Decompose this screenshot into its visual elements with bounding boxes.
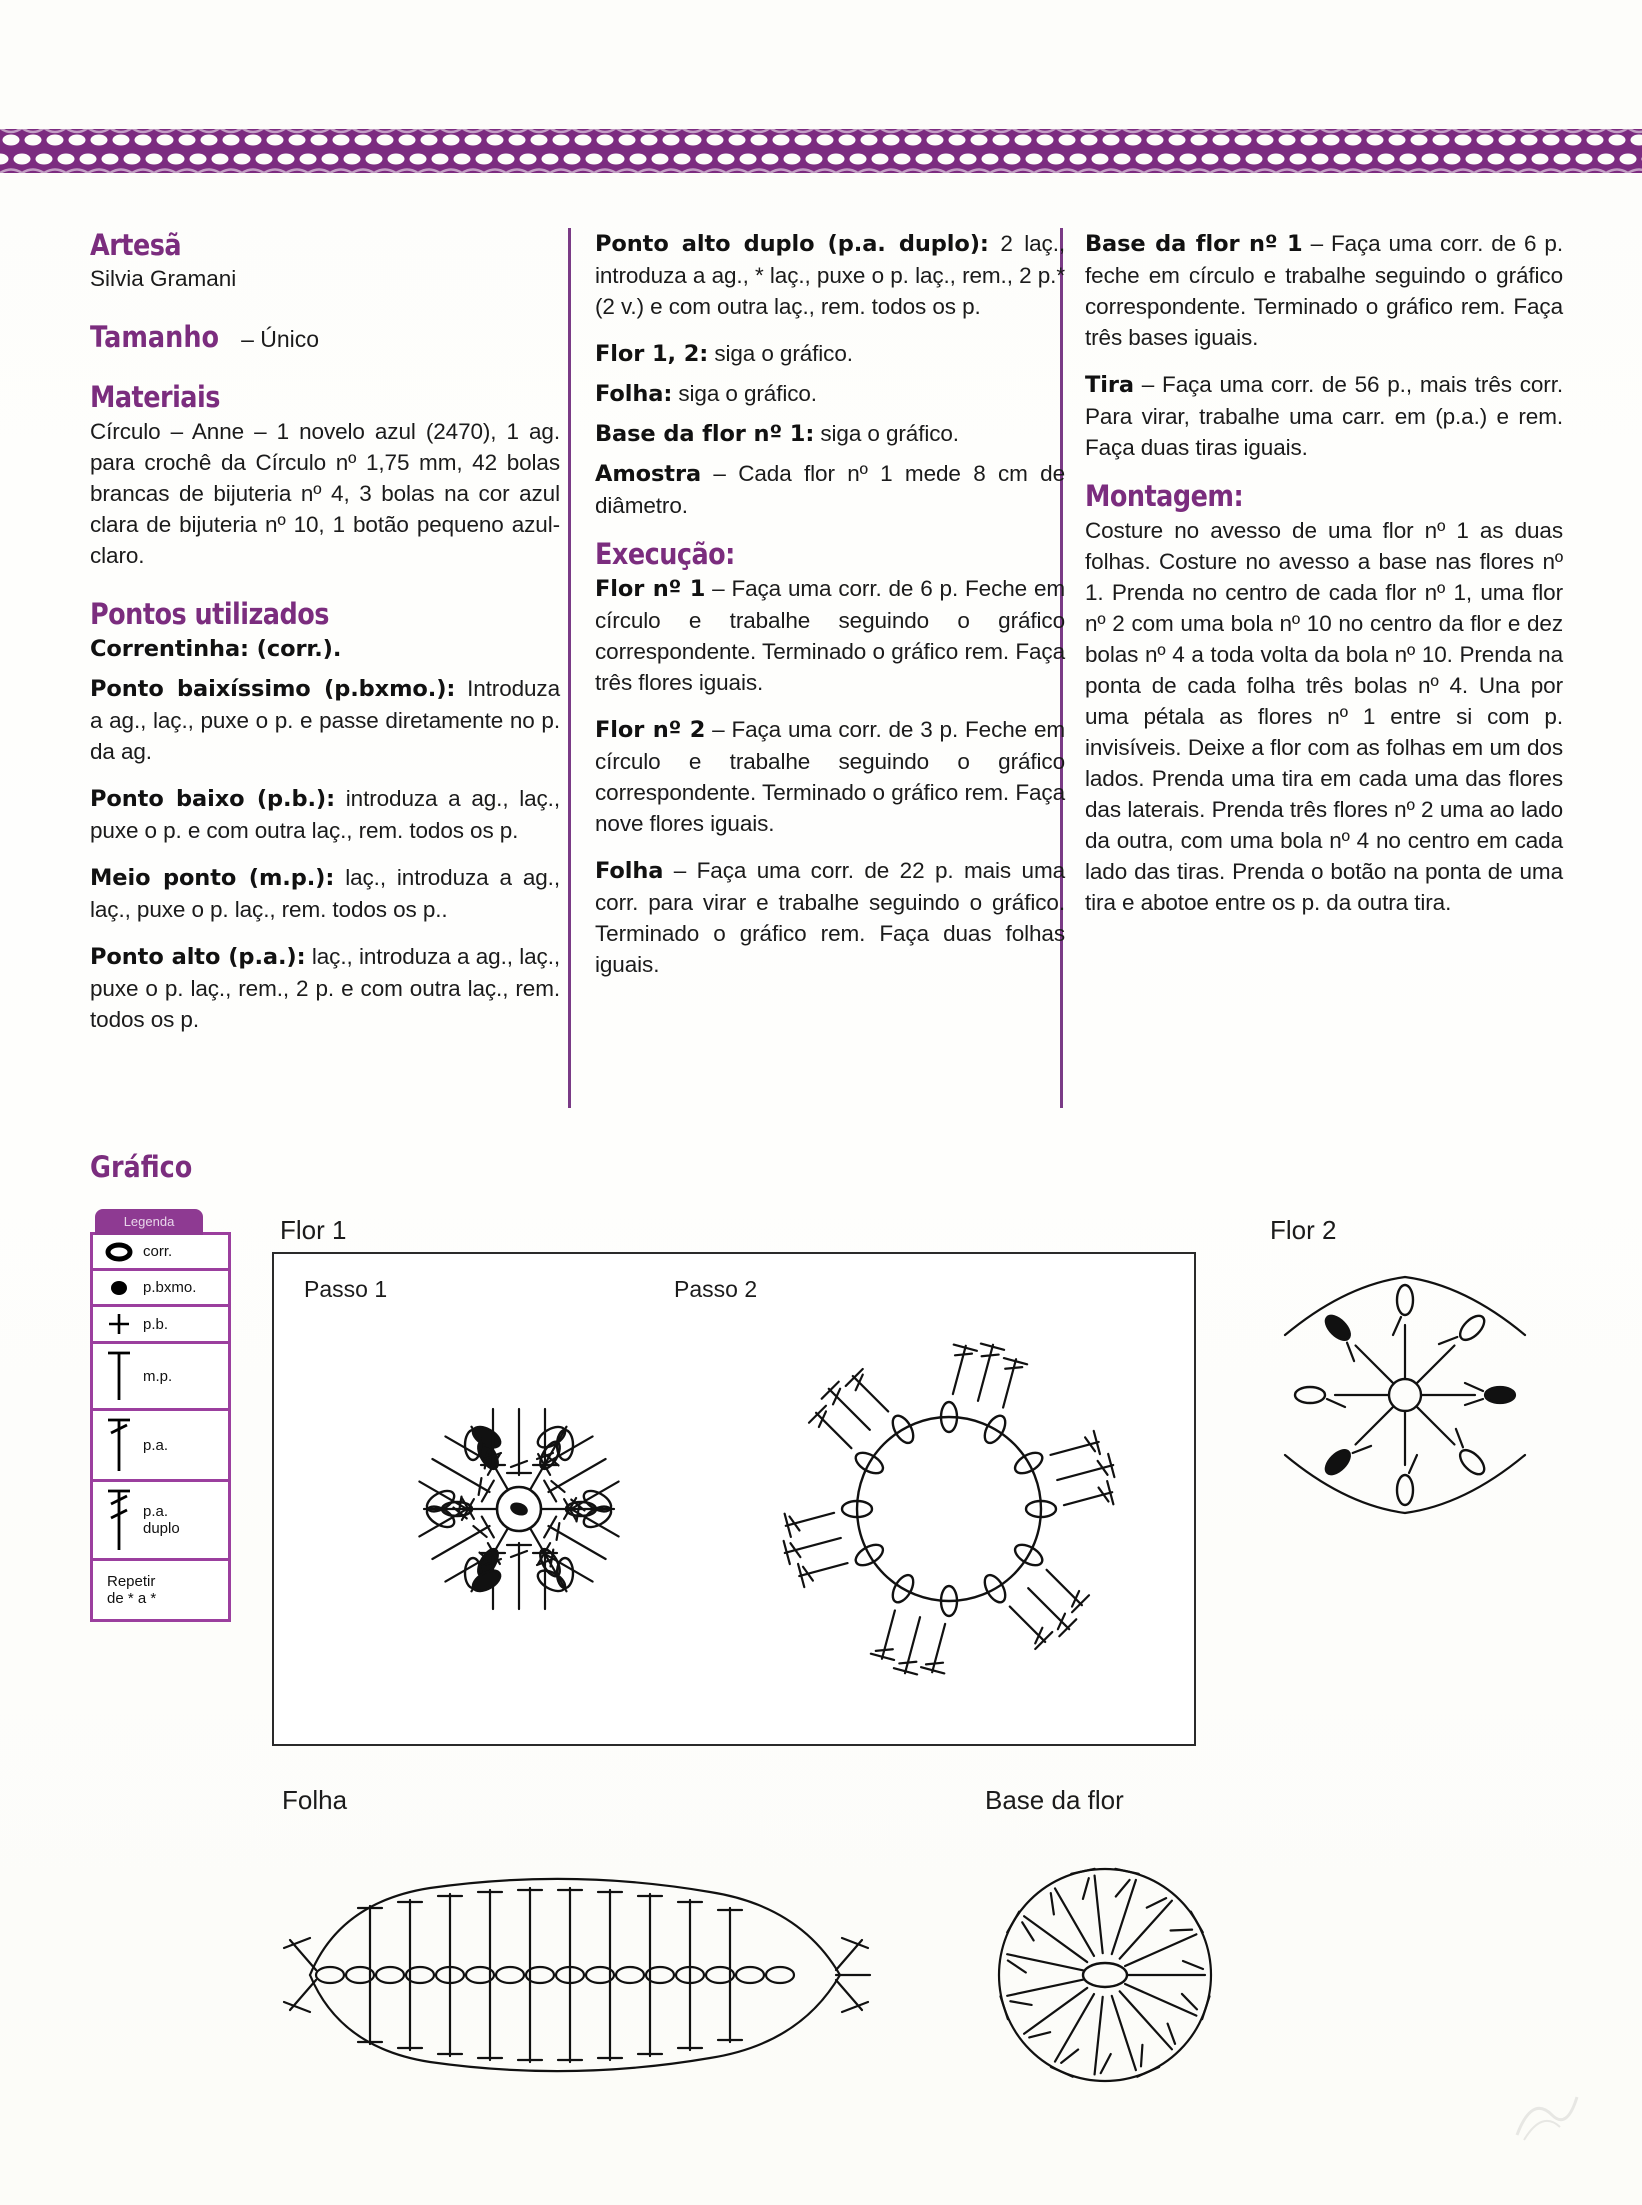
artesa-heading: Artesã <box>90 228 182 262</box>
pbxmo-dot-icon <box>99 1278 139 1298</box>
legend-tab-label: Legenda <box>95 1209 203 1235</box>
legend-label: corr. <box>143 1243 173 1260</box>
pa-single-slash-icon <box>99 1415 139 1475</box>
corr-oval-icon <box>99 1242 139 1262</box>
pontos-utilizados-heading: Pontos utilizados <box>90 597 329 631</box>
legend-box: Legenda corr. p.bxmo. p.b. m.p. <box>90 1209 231 1622</box>
legend-label: p.a. duplo <box>143 1503 180 1537</box>
execucao-desc: – Faça uma corr. de 6 p. feche em círcul… <box>1085 231 1563 350</box>
ponto-desc: Introduza a ag., laç., puxe o p. e passe… <box>90 676 560 764</box>
ponto-desc: 2 laç., introduza a ag., * laç., puxe o … <box>595 231 1066 319</box>
legend-row: Repetir de * a * <box>93 1561 228 1619</box>
execucao-heading: Execução: <box>595 537 735 571</box>
repeat-legend-label: Repetir de * a * <box>107 1573 157 1607</box>
tamanho-value: – Único <box>241 326 320 352</box>
column-divider-2 <box>1060 228 1063 1108</box>
execucao-term: Tira <box>1085 372 1134 398</box>
ponto-desc: laç., introduza a ag., laç., puxe o p. l… <box>90 944 560 1032</box>
execucao-desc: – Faça uma corr. de 6 p. Feche em círcul… <box>595 576 1065 695</box>
ponto-term: Ponto alto duplo (p.a. duplo): <box>595 231 989 257</box>
ponto-term: Amostra <box>595 461 702 487</box>
ponto-definition: Ponto alto duplo (p.a. duplo): 2 laç., i… <box>595 228 1065 322</box>
mp-tbar-icon <box>99 1348 139 1404</box>
legend-row: corr. <box>93 1235 228 1271</box>
legend-label: m.p. <box>143 1367 173 1385</box>
ponto-definition: Ponto baixíssimo (p.bxmo.): Introduza a … <box>90 673 560 767</box>
execucao-item: Tira – Faça uma corr. de 56 p., mais trê… <box>1085 369 1563 463</box>
legend-label: p.b. <box>143 1315 169 1333</box>
tamanho-heading: Tamanho <box>90 320 220 354</box>
ponto-definition: Correntinha: (corr.). <box>90 633 560 665</box>
passo-2-label: Passo 2 <box>674 1276 758 1302</box>
ponto-desc: siga o gráfico. <box>672 381 817 406</box>
pb-cross-icon <box>99 1311 139 1337</box>
execucao-item: Base da flor nº 1 – Faça uma corr. de 6 … <box>1085 228 1563 353</box>
ponto-desc: siga o gráfico. <box>708 341 853 366</box>
legend-label: p.a. <box>143 1436 169 1454</box>
passo-1-label: Passo 1 <box>304 1276 388 1302</box>
legend-row: p.a. <box>93 1411 228 1482</box>
tamanho-row: Tamanho – Único <box>90 320 560 354</box>
pa-duplo-double-slash-icon <box>99 1486 139 1554</box>
execucao-item: Folha – Faça uma corr. de 22 p. mais uma… <box>595 855 1065 980</box>
legend-row: p.bxmo. <box>93 1271 228 1307</box>
materiais-text: Círculo – Anne – 1 novelo azul (2470), 1… <box>90 419 560 568</box>
ponto-term: Base da flor nº 1: <box>595 421 815 447</box>
ponto-term: Ponto baixo (p.b.): <box>90 786 335 812</box>
execucao-desc: – Faça uma corr. de 3 p. Feche em círcul… <box>595 717 1065 836</box>
ponto-definition: Ponto baixo (p.b.): introduza a ag., laç… <box>90 783 560 846</box>
base-da-flor-chart-label: Base da flor <box>985 1785 1124 1815</box>
legend-row: p.b. <box>93 1307 228 1344</box>
execucao-term: Folha <box>595 858 664 884</box>
grafico-heading: Gráfico <box>90 1150 193 1184</box>
ponto-term: Correntinha: (corr.). <box>90 636 342 662</box>
ponto-term: Ponto baixíssimo (p.bxmo.): <box>90 676 456 702</box>
flor-1-diagram <box>418 1342 1116 1676</box>
execucao-term: Base da flor nº 1 <box>1085 231 1303 257</box>
montagem-heading: Montagem: <box>1085 479 1244 513</box>
flor-2-chart-label: Flor 2 <box>1270 1215 1337 1245</box>
folha-chart-label: Folha <box>282 1785 348 1815</box>
ponto-definition: Base da flor nº 1: siga o gráfico. <box>595 418 1065 450</box>
ponto-term: Meio ponto (m.p.): <box>90 865 335 891</box>
legend-row: m.p. <box>93 1344 228 1411</box>
montagem-text: Costure no avesso de uma flor nº 1 as du… <box>1085 518 1563 915</box>
ponto-desc: laç., introduza a ag., laç., puxe o p. l… <box>90 865 560 922</box>
ponto-definition: Meio ponto (m.p.): laç., introduza a ag.… <box>90 862 560 925</box>
execucao-term: Flor nº 1 <box>595 576 706 602</box>
ponto-desc: – Cada flor nº 1 mede 8 cm de diâmetro. <box>595 461 1065 518</box>
column-1: Artesã Silvia Gramani Tamanho – Único Ma… <box>90 228 560 1051</box>
ponto-desc: siga o gráfico. <box>814 421 959 446</box>
artesa-name: Silvia Gramani <box>90 266 237 291</box>
lace-pattern-icon <box>0 129 1642 173</box>
column-2: Ponto alto duplo (p.a. duplo): 2 laç., i… <box>595 228 1065 996</box>
watermark-icon <box>1515 2096 1579 2141</box>
ponto-desc: introduza a ag., laç., puxe o p. e com o… <box>90 786 560 843</box>
column-3: Base da flor nº 1 – Faça uma corr. de 6 … <box>1085 228 1563 934</box>
ponto-definition: Ponto alto (p.a.): laç., introduza a ag.… <box>90 941 560 1035</box>
ponto-term: Flor 1, 2: <box>595 341 709 367</box>
column-divider-1 <box>568 228 571 1108</box>
execucao-desc: – Faça uma corr. de 56 p., mais três cor… <box>1085 372 1563 460</box>
execucao-item: Flor nº 1 – Faça uma corr. de 6 p. Feche… <box>595 573 1065 698</box>
legend-row: p.a. duplo <box>93 1482 228 1561</box>
ponto-definition: Folha: siga o gráfico. <box>595 378 1065 410</box>
ponto-definition: Amostra – Cada flor nº 1 mede 8 cm de di… <box>595 458 1065 521</box>
execucao-item: Flor nº 2 – Faça uma corr. de 3 p. Feche… <box>595 714 1065 839</box>
folha-diagram <box>282 1877 872 2073</box>
flor-2-diagram <box>1283 1275 1527 1515</box>
materiais-heading: Materiais <box>90 380 220 414</box>
legend-label: p.bxmo. <box>143 1279 197 1296</box>
ponto-definition: Flor 1, 2: siga o gráfico. <box>595 338 1065 370</box>
base-da-flor-diagram <box>997 1867 1213 2083</box>
ponto-term: Folha: <box>595 381 673 407</box>
lace-border-decoration <box>0 126 1642 176</box>
execucao-desc: – Faça uma corr. de 22 p. mais uma corr.… <box>595 858 1065 977</box>
execucao-term: Flor nº 2 <box>595 717 706 743</box>
ponto-term: Ponto alto (p.a.): <box>90 944 306 970</box>
flor-1-chart-box: Passo 1 Passo 2 <box>272 1252 1196 1746</box>
flor-1-chart-label: Flor 1 <box>280 1215 347 1245</box>
